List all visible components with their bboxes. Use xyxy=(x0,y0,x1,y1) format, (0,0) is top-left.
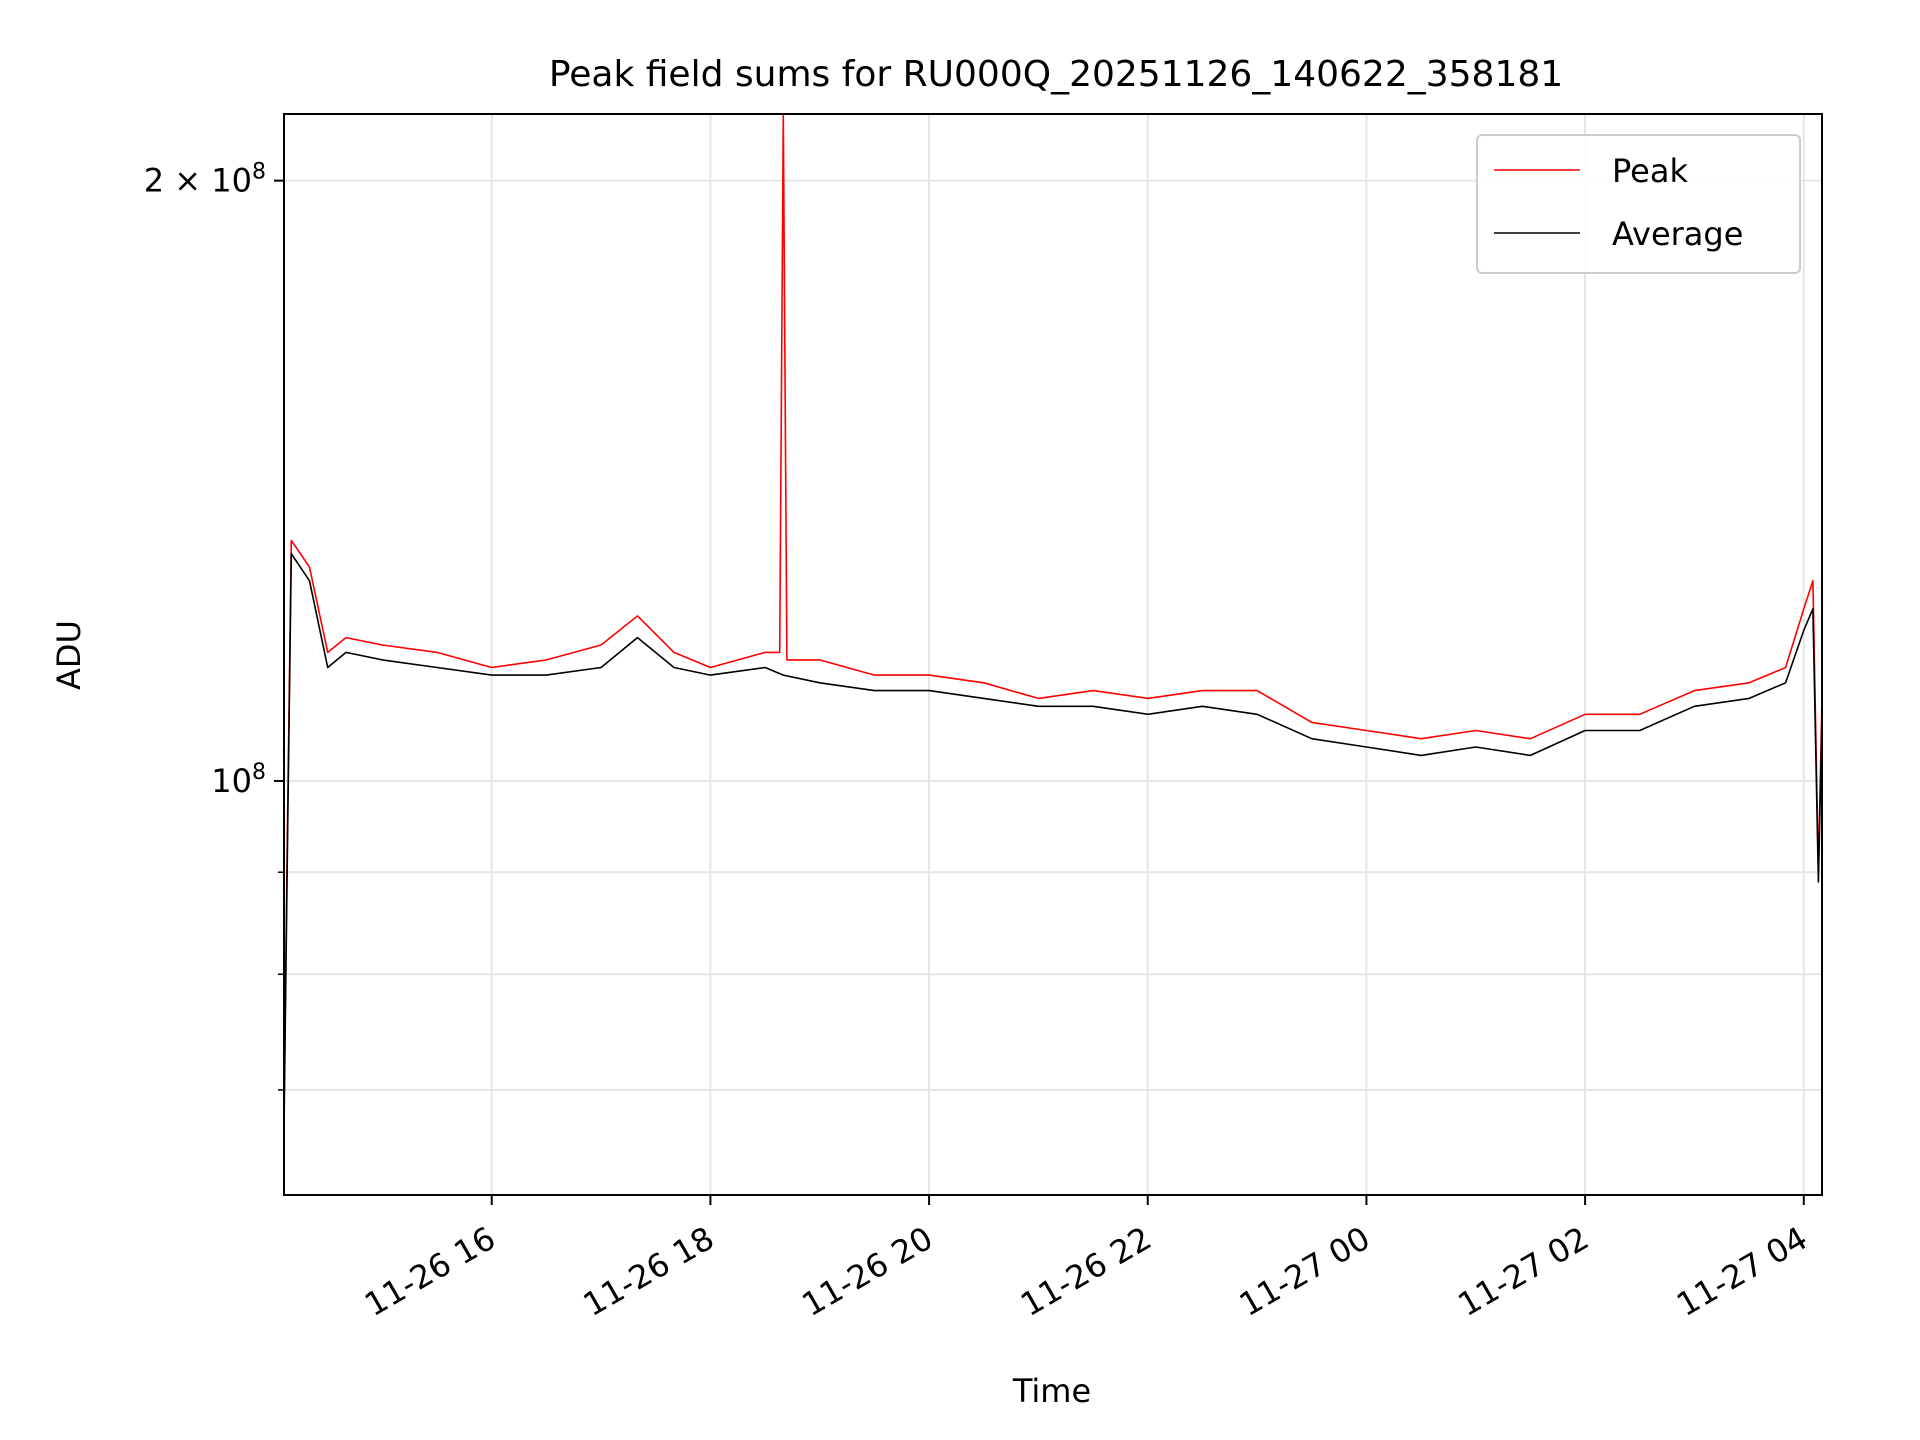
legend-label-average: Average xyxy=(1612,215,1743,253)
legend-label-peak: Peak xyxy=(1612,152,1688,190)
grid xyxy=(284,114,1822,1195)
series-line-peak xyxy=(283,113,1823,1116)
chart-title: Peak field sums for RU000Q_20251126_1406… xyxy=(549,54,1563,95)
y-tick-label: 108 xyxy=(211,760,266,800)
y-tick-label: 2 × 108 xyxy=(144,160,266,200)
x-axis-label: Time xyxy=(1012,1372,1091,1410)
y-axis-label: ADU xyxy=(50,620,88,690)
legend: Peak Average xyxy=(1476,134,1801,274)
series-line-average xyxy=(283,552,1823,1128)
y-axis: 108 2 × 108 xyxy=(144,160,284,1091)
series-layer xyxy=(283,113,1823,1128)
plot-frame xyxy=(283,113,1823,1196)
